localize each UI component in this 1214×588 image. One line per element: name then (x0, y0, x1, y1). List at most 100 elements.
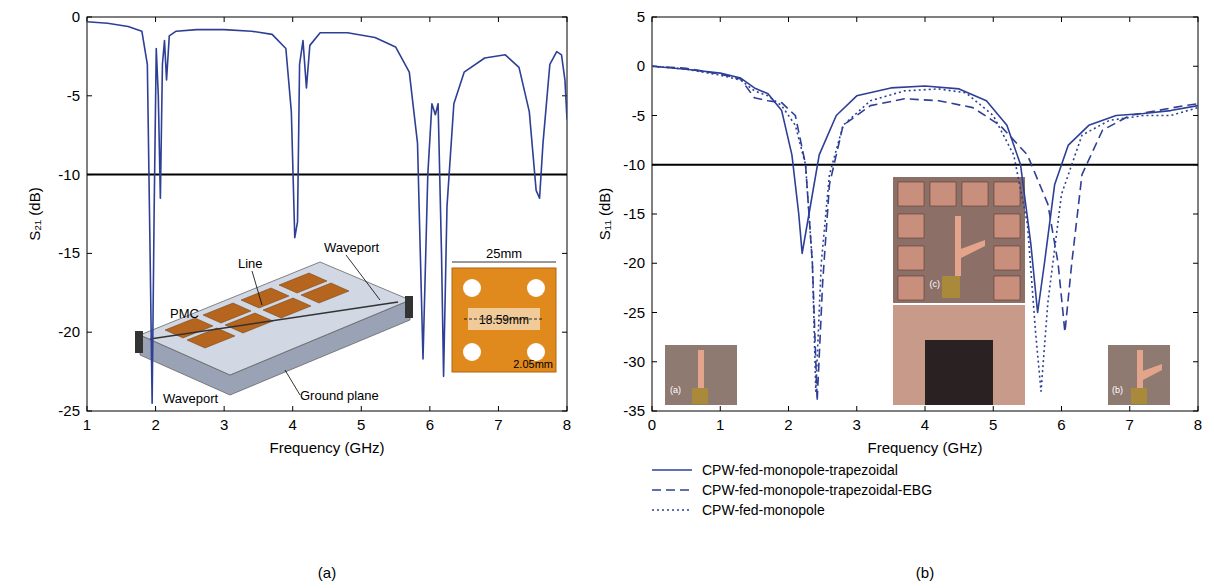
dimension-line (452, 262, 556, 263)
y-tick (1193, 263, 1198, 264)
ground-cut (925, 340, 993, 405)
y-tick (652, 263, 657, 264)
x-tick-label: 5 (357, 416, 365, 433)
y-tick (562, 332, 567, 333)
x-tick-label: 0 (648, 416, 656, 433)
x-tick-label: 6 (426, 416, 434, 433)
y-tick (87, 253, 92, 254)
inset-label: Waveport (324, 240, 380, 255)
ebg-cell (994, 246, 1020, 270)
x-tick (720, 17, 721, 22)
panel: WaveportLinePMCWaveportGround plane25mm1… (26, 8, 571, 581)
x-tick (498, 17, 499, 22)
plot-frame (652, 17, 1198, 411)
y-tick (652, 411, 657, 412)
x-tick-label: 5 (989, 416, 997, 433)
y-tick (1193, 411, 1198, 412)
y-tick (652, 312, 657, 313)
x-tick-label: 7 (494, 416, 502, 433)
y-tick-label: -20 (58, 323, 80, 340)
ebg-cell (962, 182, 988, 206)
x-tick (429, 17, 430, 22)
photo-monopole (665, 345, 737, 405)
inset-label: Waveport (163, 391, 219, 406)
ebg-cell (994, 276, 1020, 300)
panel: (c)(a)(b)012345678-35-30-25-20-15-10-505… (596, 8, 1202, 581)
x-tick (224, 406, 225, 411)
x-tick-label: 2 (784, 416, 792, 433)
x-tick (292, 17, 293, 22)
x-tick-label: 6 (1057, 416, 1065, 433)
y-tick-label: -30 (623, 353, 645, 370)
unit-cell-slot (527, 279, 545, 297)
pmc-cell (187, 328, 235, 348)
ebg-cell (898, 182, 924, 206)
photo-label: (b) (1112, 385, 1123, 395)
y-tick (87, 332, 92, 333)
y-tick-label: 5 (637, 8, 645, 25)
y-tick (1193, 214, 1198, 215)
x-tick (925, 17, 926, 22)
x-tick (361, 406, 362, 411)
x-tick-label: 7 (1126, 416, 1134, 433)
x-tick (788, 406, 789, 411)
x-tick (1061, 17, 1062, 22)
legend-label: CPW-fed-monopole-trapezoidal (702, 462, 898, 478)
inset-label: Ground plane (300, 388, 379, 403)
insets: (c) (a) (b) (665, 177, 1170, 405)
y-tick-label: -10 (58, 166, 80, 183)
reference-line (652, 164, 1198, 166)
y-tick-label: 0 (637, 57, 645, 74)
photo-trapezoidal (1108, 345, 1170, 405)
insets: WaveportLinePMCWaveportGround plane25mm1… (135, 240, 556, 406)
series-line (652, 66, 1198, 391)
microstrip-line (150, 302, 398, 339)
x-tick-label: 3 (220, 416, 228, 433)
x-tick (1198, 406, 1199, 411)
x-tick (856, 406, 857, 411)
inset-label: 25mm (486, 246, 522, 261)
ebg-cell (898, 246, 924, 270)
plot-data (87, 22, 567, 403)
monopole (698, 350, 704, 390)
y-axis-title: S₁₁ (dB) (596, 188, 613, 241)
x-tick-label: 1 (83, 416, 91, 433)
x-tick (224, 17, 225, 22)
y-tick (652, 214, 657, 215)
x-tick (652, 17, 653, 22)
photo-label: (a) (670, 385, 681, 395)
photo-label: (c) (930, 279, 941, 289)
unit-cell-slot (463, 279, 481, 297)
x-tick (567, 406, 568, 411)
y-tick (1193, 17, 1198, 18)
x-tick-label: 8 (563, 416, 571, 433)
x-tick (993, 406, 994, 411)
ebg-cell (994, 182, 1020, 206)
y-tick (562, 17, 567, 18)
y-tick (1193, 66, 1198, 67)
y-tick (652, 115, 657, 116)
x-tick (155, 406, 156, 411)
legend-swatch (652, 469, 692, 471)
y-tick-label: -10 (623, 156, 645, 173)
x-axis-title: Frequency (GHz) (867, 439, 982, 456)
y-tick (1193, 312, 1198, 313)
pmc-cell (225, 313, 273, 333)
x-tick (1129, 406, 1130, 411)
series-line (652, 66, 1198, 312)
photo-ground (893, 305, 1025, 405)
ebg-cell (994, 214, 1020, 238)
pmc-cell (263, 298, 311, 318)
y-axis-title: S₂₁ (dB) (26, 187, 43, 240)
x-tick (567, 17, 568, 22)
leader (346, 255, 380, 300)
monopole-arm (958, 240, 985, 258)
y-tick-label: -20 (623, 254, 645, 271)
x-tick-label: 4 (921, 416, 929, 433)
inset-label: Line (238, 256, 263, 271)
y-tick (562, 253, 567, 254)
x-tick (652, 406, 653, 411)
ebg-cell (898, 276, 924, 300)
y-tick (1193, 115, 1198, 116)
y-tick (87, 95, 92, 96)
